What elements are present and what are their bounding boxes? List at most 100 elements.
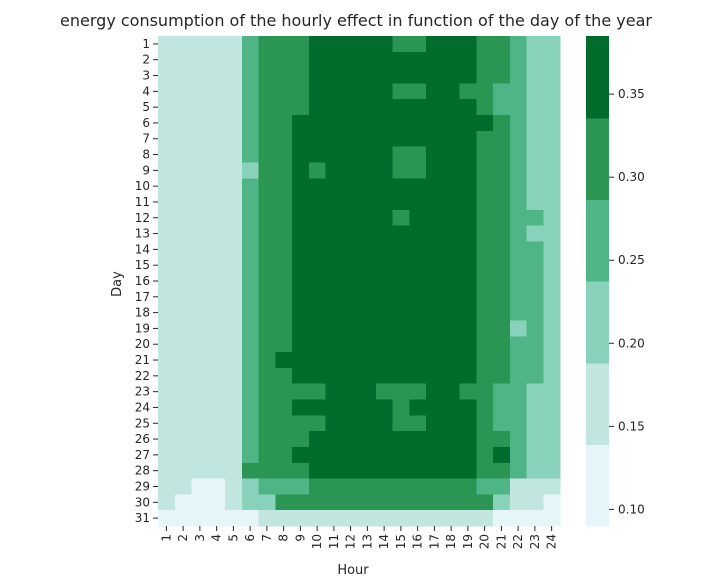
y-tick-label: 15 [135,258,150,272]
heatmap-cell [409,352,427,369]
x-axis-label: Hour [337,563,369,578]
heatmap-cell [526,367,544,385]
heatmap-cell [543,478,561,495]
heatmap-cell [442,130,461,148]
heatmap-cell [359,257,377,274]
heatmap-cell [191,415,209,432]
heatmap-cell [543,446,561,464]
heatmap-cell [442,446,461,464]
heatmap-cell [174,288,193,306]
heatmap-cell [426,36,444,53]
heatmap-cell [225,51,243,69]
heatmap-cell [375,352,394,369]
heatmap-cell [174,83,193,100]
heatmap-cell [442,225,461,243]
heatmap-cell [493,83,511,100]
heatmap-cell [442,494,461,511]
heatmap-cell [476,478,494,495]
heatmap-cell [325,36,343,53]
y-tick-label: 25 [135,416,150,430]
heatmap-cell [493,115,511,132]
heatmap-cell [325,225,343,243]
heatmap-cell [258,146,276,164]
heatmap-cell [225,273,243,290]
heatmap-cell [392,130,410,148]
heatmap-cell [409,510,427,527]
heatmap-cell [325,162,343,179]
heatmap-cell [493,288,511,306]
heatmap-cell [208,462,226,480]
heatmap-cell [342,99,360,116]
heatmap-cell [526,209,544,227]
heatmap-cell [275,304,293,322]
heatmap-cell [342,51,360,69]
heatmap-cell [174,241,193,258]
x-tick-label: 16 [411,534,425,549]
heatmap-cell [258,51,276,69]
heatmap-cell [459,446,477,464]
heatmap-cell [509,304,528,322]
heatmap-cell [543,146,561,164]
heatmap-cell [543,241,561,258]
heatmap-cell [325,178,343,195]
heatmap-cell [308,367,327,385]
heatmap-cell [174,494,193,511]
heatmap-cell [359,352,377,369]
heatmap-cell [342,494,360,511]
y-tick-label: 4 [142,84,150,98]
heatmap-cell [208,146,226,164]
heatmap-cell [225,304,243,322]
heatmap-cell [225,162,243,179]
heatmap-cell [275,510,293,527]
heatmap-cell [292,178,310,195]
heatmap-cell [375,399,394,416]
heatmap-cell [292,225,310,243]
heatmap-cell [459,273,477,290]
heatmap-cell [292,510,310,527]
heatmap-cell [225,399,243,416]
heatmap-cell [459,130,477,148]
heatmap-cell [275,273,293,290]
heatmap-cell [275,194,293,211]
heatmap-cell [174,462,193,480]
heatmap-cell [476,304,494,322]
heatmap-cell [292,36,310,53]
heatmap-cell [526,257,544,274]
heatmap-cell [543,367,561,385]
heatmap-cell [308,336,327,353]
heatmap-cell [275,36,293,53]
heatmap-cell [241,83,260,100]
heatmap-cell [359,399,377,416]
heatmap-cell [325,83,343,100]
heatmap-cell [258,415,276,432]
heatmap-cell [426,115,444,132]
heatmap-cell [442,162,461,179]
heatmap-cell [258,178,276,195]
heatmap-cell [191,399,209,416]
heatmap-cell [359,367,377,385]
heatmap-cell [476,130,494,148]
heatmap-cell [459,36,477,53]
heatmap-cell [275,67,293,85]
heatmap-cell [225,431,243,448]
x-tick-label: 19 [461,534,475,549]
heatmap-cell [241,51,260,69]
y-tick-label: 31 [135,511,150,525]
heatmap-cell [442,257,461,274]
heatmap-cell [459,162,477,179]
x-axis-ticks: 1 2 3 4 5 6 7 8 9 10 11 12 13 14 15 16 17 18 19 20 21 22 23 24 [159,526,559,549]
heatmap-cell [375,478,394,495]
heatmap-cell [174,36,193,53]
heatmap-cell [208,83,226,100]
heatmap-cell [258,336,276,353]
colorbar-tick-label: 0.30 [618,170,645,184]
heatmap-cell [225,130,243,148]
heatmap-cell [375,178,394,195]
heatmap-cell [308,510,327,527]
heatmap-cell [174,130,193,148]
heatmap-cell [426,51,444,69]
heatmap-cell [359,83,377,100]
heatmap-cell [308,257,327,274]
heatmap-cell [225,83,243,100]
heatmap-cell [225,67,243,85]
